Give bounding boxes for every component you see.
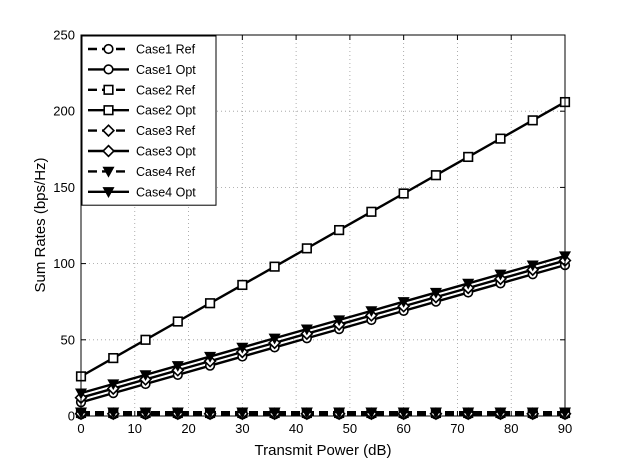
data-point <box>365 407 378 419</box>
data-point <box>462 278 475 290</box>
legend-entry: Case1 Ref <box>88 43 196 57</box>
series-line <box>80 254 566 395</box>
data-point <box>171 407 184 419</box>
x-tick-label: 50 <box>343 421 357 436</box>
x-axis-label: Transmit Power (dB) <box>255 442 392 459</box>
data-point <box>494 269 507 281</box>
data-point <box>494 407 507 419</box>
data-point <box>300 324 313 336</box>
legend-entry: Case2 Opt <box>88 104 196 118</box>
legend: Case1 Ref Case1 Opt Case2 Ref Case2 Opt Case… <box>81 35 217 206</box>
series-line <box>80 263 566 404</box>
data-point <box>268 407 281 419</box>
data-point <box>268 333 281 345</box>
x-tick-label: 30 <box>235 421 249 436</box>
data-point <box>366 206 377 217</box>
data-point <box>397 297 410 308</box>
legend-entry: Case3 Opt <box>88 144 196 159</box>
data-point <box>107 379 120 391</box>
legend-entry: Case1 Opt <box>88 63 196 77</box>
x-tick-label: 90 <box>558 421 572 436</box>
data-point <box>204 407 217 419</box>
plot-series <box>74 96 572 421</box>
y-tick-label: 0 <box>68 409 75 424</box>
series-line <box>80 259 566 399</box>
y-tick-label: 100 <box>53 256 75 271</box>
y-tick-label: 150 <box>53 180 75 195</box>
data-point <box>171 361 184 372</box>
legend-label: Case4 Ref <box>136 165 196 179</box>
data-point <box>139 407 152 419</box>
x-tick-label: 40 <box>289 421 303 436</box>
data-point <box>462 407 475 419</box>
x-tick-label: 80 <box>504 421 518 436</box>
data-point <box>269 261 280 272</box>
data-point <box>204 351 217 363</box>
legend-marker <box>103 105 114 116</box>
data-point <box>107 407 120 419</box>
legend-marker <box>103 84 114 95</box>
series-line <box>80 101 566 378</box>
data-point <box>527 115 538 126</box>
legend-entry: Case4 Ref <box>88 165 196 179</box>
data-point <box>172 316 183 327</box>
x-tick-label: 70 <box>450 421 464 436</box>
data-point <box>526 407 539 419</box>
y-tick-label: 250 <box>53 28 75 43</box>
axis-ticks: 0 10 20 30 40 50 60 70 80 90 0 50 100 150 200 250 <box>53 28 572 437</box>
legend-label: Case4 Opt <box>136 185 196 199</box>
data-point <box>495 133 506 144</box>
data-point <box>300 407 313 419</box>
legend-box <box>81 35 217 206</box>
data-point <box>334 224 345 236</box>
legend-marker <box>103 64 114 75</box>
data-point <box>301 243 312 254</box>
legend-label: Case2 Opt <box>136 104 196 118</box>
series-case4-ref <box>74 407 572 419</box>
series-case2-opt <box>75 96 571 382</box>
data-point <box>526 260 539 272</box>
y-tick-label: 50 <box>61 332 75 347</box>
x-tick-label: 60 <box>396 421 410 436</box>
legend-label: Case3 Ref <box>136 124 196 138</box>
y-tick-label: 200 <box>53 104 75 119</box>
data-point <box>429 407 442 419</box>
x-tick-label: 20 <box>181 421 195 436</box>
data-point <box>429 287 442 299</box>
series-case4-opt <box>74 251 572 400</box>
data-point <box>108 352 119 364</box>
legend-label: Case3 Opt <box>136 145 196 159</box>
data-point <box>463 151 474 163</box>
data-point <box>204 298 216 309</box>
legend-marker <box>103 43 114 55</box>
legend-entry: Case4 Opt <box>88 185 196 199</box>
legend-entry: Case3 Ref <box>88 124 196 138</box>
data-point <box>333 407 346 419</box>
legend-marker <box>102 187 115 198</box>
data-point <box>236 342 249 354</box>
data-point <box>237 279 248 291</box>
legend-marker <box>102 166 115 178</box>
legend-marker <box>101 124 116 138</box>
data-point <box>365 306 378 318</box>
legend-marker <box>101 144 116 158</box>
x-tick-label: 10 <box>128 421 142 436</box>
y-axis-label: Sum Rates (bps/Hz) <box>32 157 49 292</box>
legend-entry: Case2 Ref <box>88 83 196 97</box>
data-point <box>333 315 346 327</box>
data-point <box>140 334 151 345</box>
x-tick-label: 0 <box>77 421 84 436</box>
legend-label: Case1 Ref <box>136 43 196 57</box>
legend-label: Case2 Ref <box>136 83 196 97</box>
plot-frame <box>80 34 566 417</box>
data-point <box>398 188 409 199</box>
data-point <box>430 170 442 181</box>
data-point <box>139 370 152 382</box>
legend-label: Case1 Opt <box>136 63 196 77</box>
